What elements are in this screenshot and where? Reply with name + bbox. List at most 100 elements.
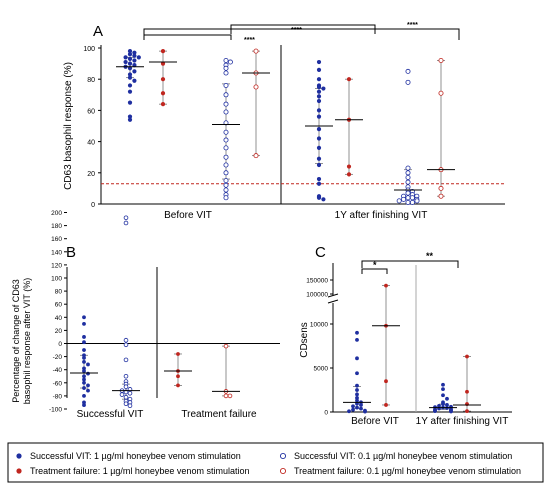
panel-a-series-6-point <box>405 170 411 176</box>
legend-label-red-open: Treatment failure: 0.1 µg/ml honeybee ve… <box>294 466 521 476</box>
panel-b-series-0-point <box>82 321 86 326</box>
panel-c-series-2-point <box>441 402 445 406</box>
panel-a-series-3-point <box>253 48 259 54</box>
panel-b-series-2-point <box>176 383 180 388</box>
panel-b-marks <box>70 215 240 409</box>
panel-b-series-0-point <box>86 371 90 376</box>
panel-a-series-0-point <box>127 117 133 122</box>
panel-c-marks <box>343 283 481 414</box>
legend-marker-red-open <box>279 467 287 475</box>
panel-b-series-3-point <box>223 343 229 349</box>
panel-b-series-0-point <box>82 348 86 352</box>
panel-b-series-0-point <box>82 356 86 360</box>
panel-a-sig-outer: **** <box>407 22 418 29</box>
panel-b-y-tick-label: 80 <box>55 289 63 296</box>
panel-a-series-2-point <box>223 182 229 188</box>
panel-b-series-0-point <box>82 353 86 358</box>
panel-c-series-2-point <box>445 396 449 401</box>
panel-c-series-3-point <box>465 409 469 414</box>
panel-a-series-2-point <box>223 195 229 201</box>
panel-b-series-0-point <box>82 315 86 320</box>
panel-b-series-1-point <box>123 394 129 400</box>
panel-a-series-2-point <box>223 57 229 63</box>
panel-c-series-0-point <box>355 383 359 388</box>
panel-c-series-0-point <box>359 406 363 411</box>
panel-a-series-0-point <box>127 100 133 105</box>
panel-a-series-0-point <box>127 52 133 57</box>
panel-c-y-tick-label: 0 <box>324 410 328 417</box>
panel-a-series-4-point <box>316 108 322 113</box>
panel-a-series-2-point <box>223 170 229 176</box>
panel-a-series-2-point <box>223 162 229 168</box>
panel-b-series-1-point <box>123 384 129 390</box>
panel-b-y-tick-label: -80 <box>53 393 63 400</box>
panel-a-y-tick-label: 0 <box>91 202 95 209</box>
panel-b-series-3-point <box>227 393 233 399</box>
panel-c-y-tick-label: 5000 <box>314 366 329 373</box>
panel-a-series-0-point <box>127 61 133 66</box>
panel-a-series-6-point <box>405 165 411 171</box>
legend-marker-blue-filled <box>16 453 22 459</box>
panel-b-y-tick-label: 120 <box>51 262 62 269</box>
panel-c-axis-break-mark-1 <box>327 293 339 298</box>
panel-b-y-tick-label: -60 <box>53 380 63 387</box>
panel-b-series-0-point <box>86 383 90 388</box>
panel-b-x-label-failure: Treatment failure <box>181 409 257 420</box>
panel-a-series-2-point <box>223 101 229 107</box>
panel-a-series-0-point <box>127 75 133 80</box>
panel-a-series-0-point <box>132 58 137 63</box>
panel-a-y-tick-label: 100 <box>83 46 95 53</box>
panel-a-series-2-point <box>223 137 229 143</box>
panel-a-series-4-point <box>316 84 322 90</box>
panel-b-series-1-point <box>123 337 129 343</box>
panel-c-series-2-point <box>449 409 453 414</box>
panel-a-series-6-point <box>405 79 411 85</box>
panel-c-x-label-after: 1Y after finishing VIT <box>416 416 509 427</box>
panel-a-series-0-point <box>127 56 133 62</box>
panel-a-series-2-point <box>223 187 229 193</box>
panel-a-series-0-point <box>132 63 137 68</box>
panel-b-series-0-point <box>82 377 86 382</box>
panel-b-series-1-point <box>119 392 125 397</box>
panel-a-series-2-point <box>223 178 229 184</box>
panel-c-axis-break <box>327 293 339 304</box>
panel-c-series-1-point <box>384 379 388 384</box>
panel-b: B Percentage of change of CD63 basophil … <box>11 210 280 420</box>
panel-a-series-6-point <box>405 190 411 196</box>
legend-marker-blue-open <box>279 452 287 460</box>
panel-a-series-4-point <box>316 145 322 150</box>
panel-b-series-3-point <box>223 393 229 399</box>
panel-c-bracket-long <box>361 260 459 268</box>
panel-c-series-1-point <box>384 403 388 407</box>
panel-a-y-tick-label: 20 <box>87 171 95 178</box>
panel-b-series-0-point <box>82 400 86 405</box>
panel-a-series-0-point <box>127 89 133 94</box>
panel-c-series-0-point <box>355 330 359 335</box>
panel-a-series-4-point <box>321 86 326 91</box>
panel-a-series-0-point <box>127 66 133 71</box>
panel-a-series-0-point <box>123 59 128 65</box>
panel-c-series-0-point <box>355 396 359 400</box>
panel-a-series-6-point <box>414 198 420 204</box>
panel-a-series-4-point <box>316 77 322 82</box>
panel-a-series-2-point <box>223 65 229 71</box>
panel-a-series-0-point <box>132 53 137 58</box>
panel-b-y-tick-label: 60 <box>55 302 63 309</box>
panel-a-series-4-point <box>316 114 322 119</box>
panel-a-series-4-point <box>321 197 326 202</box>
legend-label-red-filled: Treatment failure: 1 µg/ml honeybee veno… <box>30 466 249 476</box>
panel-b-series-1-point <box>127 403 133 409</box>
panel-c-significance-brackets <box>361 260 459 274</box>
panel-b-y-tick-label: 100 <box>51 276 62 283</box>
panel-a-series-6-point <box>405 195 411 201</box>
panel-a-series-1-point <box>160 61 166 66</box>
panel-c-axis-break-mark-2 <box>327 299 339 304</box>
panel-c-series-0-point <box>347 409 351 414</box>
panel-b-series-0-point <box>82 359 86 364</box>
panel-c-series-2-point <box>445 403 449 407</box>
panel-a-series-6-point <box>396 198 402 204</box>
panel-a-series-5-point <box>346 172 352 177</box>
panel-c-x-label-before: Before VIT <box>351 416 399 427</box>
panel-a-series-2-point <box>223 82 229 88</box>
panel-b-series-0-point <box>82 403 86 407</box>
